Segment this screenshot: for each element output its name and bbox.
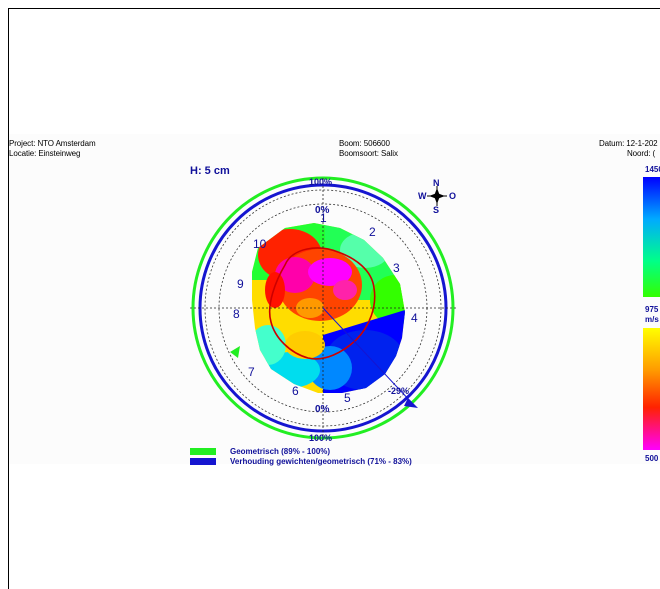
decay-contour: [268, 247, 376, 360]
noord-label: Noord: (: [627, 149, 656, 158]
sensor-5: 5: [344, 391, 351, 405]
header-left: Project: NTO Amsterdam Locatie: Einstein…: [9, 139, 96, 159]
sensor-1: 1: [320, 211, 327, 225]
legend-label-geometric: Geometrisch (89% - 100%): [230, 446, 331, 456]
legend-swatch-ratio: [190, 457, 216, 465]
label-bottom-outer: 100%: [309, 433, 332, 443]
height-label: H: 5 cm: [190, 165, 230, 177]
boomsoort-label: Boomsoort: Salix: [339, 149, 398, 158]
compass-s: S: [433, 205, 439, 215]
compass-n: N: [433, 178, 440, 188]
label-top-outer: 100%: [309, 177, 332, 187]
geometric-arrow: [230, 346, 240, 358]
header-right: Datum: 12-1-202 Noord: (: [599, 139, 660, 159]
label-bottom-inner: 0%: [315, 404, 330, 415]
legend-label-ratio: Verhouding gewichten/geometrisch (71% - …: [230, 456, 412, 466]
label-top-inner: 0%: [315, 205, 330, 216]
deviation-arrow: [404, 398, 418, 408]
sensor-6: 6: [292, 384, 299, 398]
locatie-label: Locatie: Einsteinweg: [9, 149, 81, 158]
sensor-2: 2: [369, 225, 376, 239]
sensor-8: 8: [233, 307, 240, 321]
boom-label: Boom: 506600: [339, 139, 390, 148]
label-deviation: -29%: [388, 386, 409, 396]
sensor-10: 10: [253, 237, 267, 251]
scale-bar-lower: [643, 328, 660, 450]
scale-max-label: 1450: [645, 165, 660, 174]
page-frame: [8, 8, 660, 589]
sensor-3: 3: [393, 261, 400, 275]
scale-mid-label: 975: [645, 305, 659, 314]
header-center: Boom: 506600 Boomsoort: Salix: [339, 139, 398, 159]
sensor-4: 4: [411, 311, 418, 325]
scale-bar-upper: [643, 177, 660, 297]
sensor-7: 7: [248, 365, 255, 379]
legend-item-ratio: Verhouding gewichten/geometrisch (71% - …: [190, 456, 412, 466]
legend: Geometrisch (89% - 100%) Verhouding gewi…: [190, 446, 412, 466]
sensor-9: 9: [237, 277, 244, 291]
compass-icon: N W O S: [418, 178, 456, 215]
legend-item-geometric: Geometrisch (89% - 100%): [190, 446, 412, 456]
legend-swatch-geometric: [190, 447, 216, 455]
datum-label: Datum: 12-1-202: [599, 139, 658, 148]
tomogram-map: [252, 223, 405, 393]
compass-o: O: [449, 191, 456, 201]
deviation-line: [322, 307, 413, 404]
project-label: Project: NTO Amsterdam: [9, 139, 96, 148]
sensor-numbers: 1 2 3 4 5 6 7 8 9 10: [233, 211, 418, 405]
compass-w: W: [418, 191, 427, 201]
scale-unit-label: m/s: [645, 315, 659, 324]
scale-min-label: 500: [645, 454, 659, 463]
